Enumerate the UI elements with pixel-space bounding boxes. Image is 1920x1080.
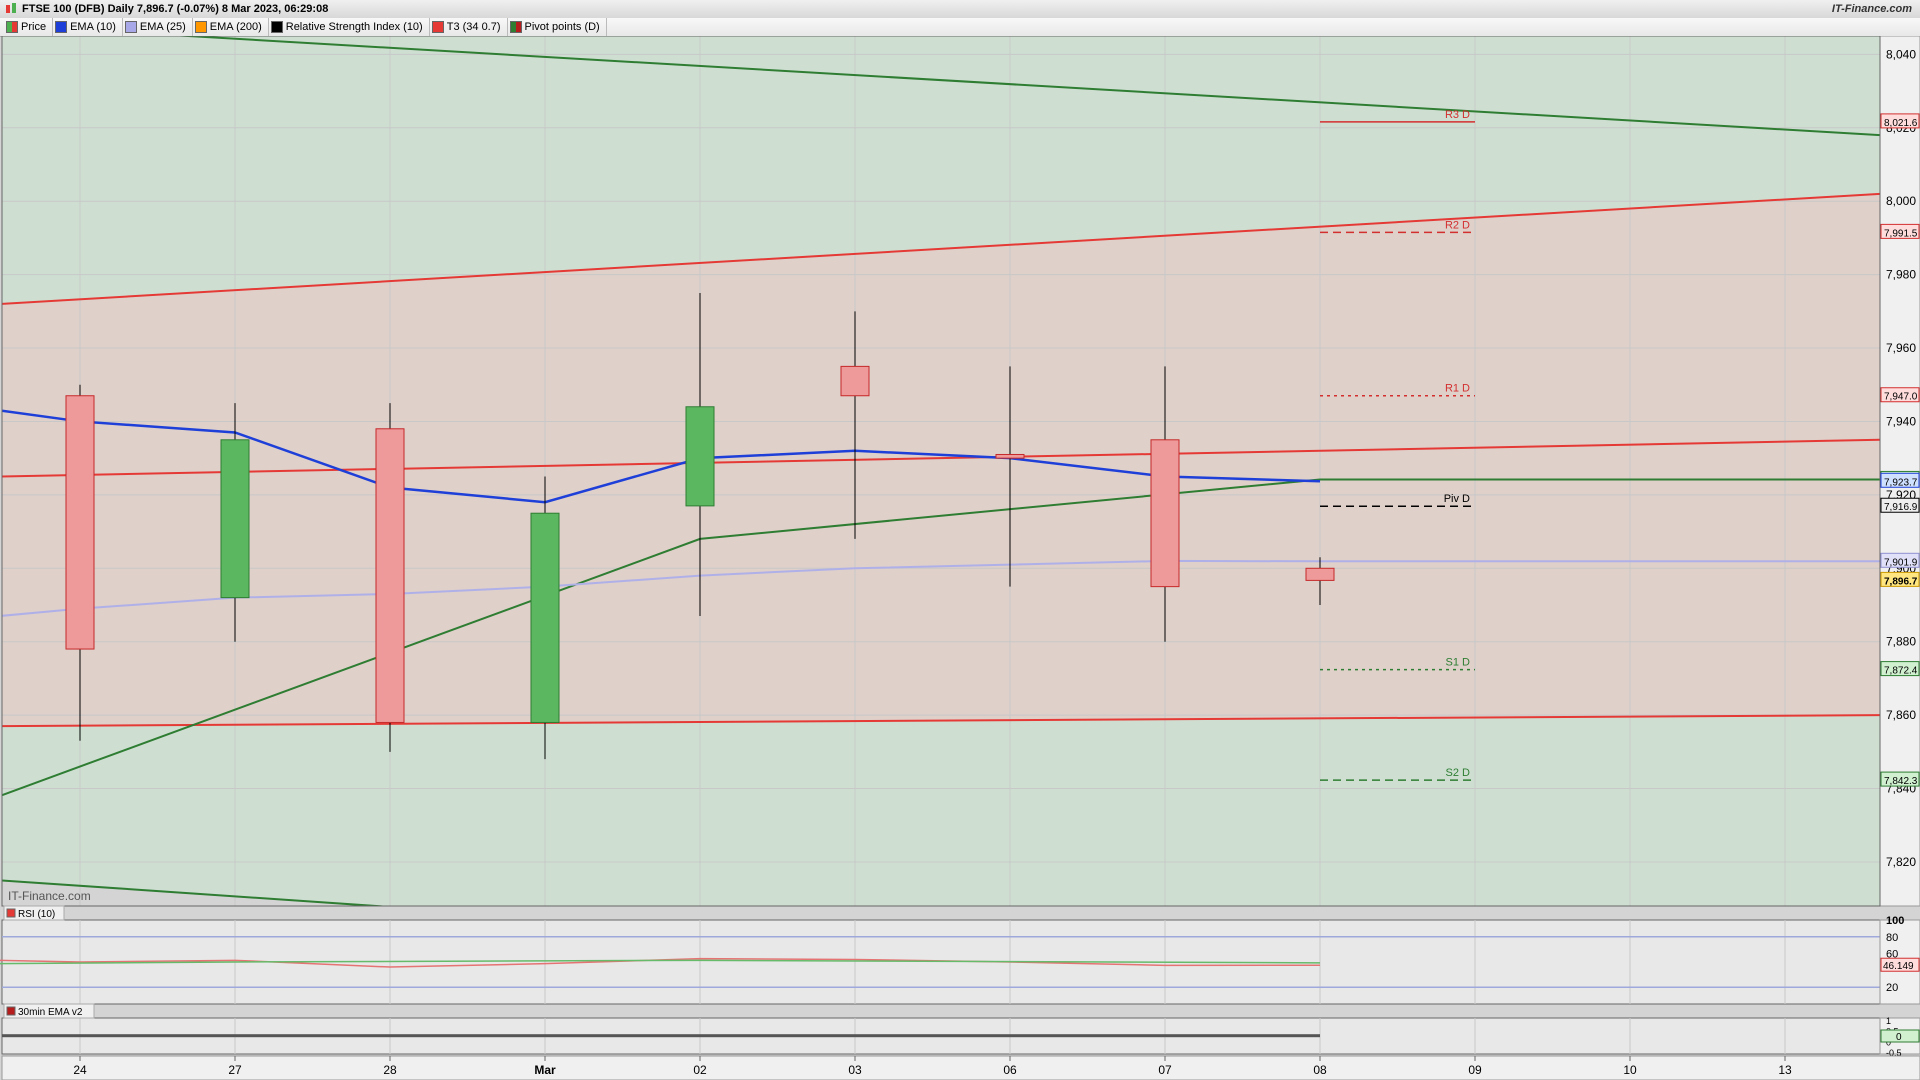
price-tag: 7,947.0 — [1884, 392, 1918, 403]
candle[interactable] — [376, 429, 404, 723]
price-tag: 7,923.7 — [1884, 477, 1918, 488]
chart-container[interactable]: R3 D R2 D R1 D Piv D S1 D S2 D IT-Finance.com 7… — [0, 36, 1920, 1080]
legend-item[interactable]: T3 (34 0.7) — [430, 18, 508, 36]
x-tick-label: 02 — [693, 1063, 707, 1077]
price-tag: 7,896.7 — [1884, 576, 1918, 587]
x-tick-label: 08 — [1313, 1063, 1327, 1077]
brand-label: IT-Finance.com — [1832, 3, 1912, 15]
chart-svg[interactable]: R3 D R2 D R1 D Piv D S1 D S2 D IT-Finance.com 7… — [0, 36, 1920, 1080]
main-panel: R3 D R2 D R1 D Piv D S1 D S2 D — [0, 36, 1880, 1009]
x-tick-label: 09 — [1468, 1063, 1482, 1077]
legend-label: T3 (34 0.7) — [447, 21, 501, 33]
svg-text:20: 20 — [1886, 982, 1898, 994]
svg-text:30min EMA v2: 30min EMA v2 — [18, 1007, 83, 1018]
legend-item[interactable]: EMA (25) — [123, 18, 193, 36]
legend-label: EMA (10) — [70, 21, 116, 33]
svg-text:0: 0 — [1896, 1032, 1902, 1043]
price-tag: 7,842.3 — [1884, 776, 1918, 787]
y-tick-label: 7,960 — [1886, 341, 1916, 355]
chart-title: FTSE 100 (DFB) Daily 7,896.7 (-0.07%) 8 … — [22, 3, 328, 15]
candle[interactable] — [221, 440, 249, 598]
x-tick-label: 06 — [1003, 1063, 1017, 1077]
price-tag: 8,021.6 — [1884, 118, 1918, 129]
y-tick-label: 7,940 — [1886, 414, 1916, 428]
x-tick-label: Mar — [534, 1063, 556, 1077]
legend-item[interactable]: Relative Strength Index (10) — [269, 18, 430, 36]
pivot-label: R2 D — [1445, 219, 1470, 231]
y-tick-label: 7,860 — [1886, 708, 1916, 722]
pivot-label: S2 D — [1446, 767, 1471, 779]
candle[interactable] — [66, 396, 94, 649]
svg-text:RSI (10): RSI (10) — [18, 909, 55, 920]
legend-label: EMA (25) — [140, 21, 186, 33]
price-tag: 7,872.4 — [1884, 666, 1918, 677]
pivot-label: R3 D — [1445, 109, 1470, 121]
y-tick-label: 8,040 — [1886, 47, 1916, 61]
y-tick-label: 8,000 — [1886, 194, 1916, 208]
legend-label: EMA (200) — [210, 21, 262, 33]
price-tag: 7,901.9 — [1884, 557, 1918, 568]
x-tick-label: 13 — [1778, 1063, 1792, 1077]
legend-item[interactable]: Price — [4, 18, 53, 36]
candle[interactable] — [531, 513, 559, 722]
price-tag: 7,991.5 — [1884, 228, 1918, 239]
candle[interactable] — [1306, 568, 1334, 580]
x-tick-label: 10 — [1623, 1063, 1637, 1077]
legend-label: Price — [21, 21, 46, 33]
candle-icon — [4, 2, 18, 16]
y-tick-label: 7,980 — [1886, 268, 1916, 282]
candle[interactable] — [1151, 440, 1179, 587]
svg-text:100: 100 — [1886, 915, 1904, 927]
legend-item[interactable]: Pivot points (D) — [508, 18, 607, 36]
y-tick-label: 7,880 — [1886, 635, 1916, 649]
price-tag: 7,916.9 — [1884, 502, 1918, 513]
watermark: IT-Finance.com — [8, 889, 91, 903]
svg-text:46.149: 46.149 — [1883, 961, 1914, 972]
svg-text:80: 80 — [1886, 932, 1898, 944]
x-tick-label: 07 — [1158, 1063, 1172, 1077]
x-tick-label: 27 — [228, 1063, 242, 1077]
legend-item[interactable]: EMA (10) — [53, 18, 123, 36]
legend-item[interactable]: EMA (200) — [193, 18, 269, 36]
candle[interactable] — [841, 366, 869, 395]
pivot-label: S1 D — [1446, 657, 1471, 669]
pivot-label: Piv D — [1444, 493, 1470, 505]
x-tick-label: 03 — [848, 1063, 862, 1077]
candle[interactable] — [686, 407, 714, 506]
legend-label: Pivot points (D) — [525, 21, 600, 33]
candle[interactable] — [996, 454, 1024, 458]
bottom-legend: 30min EMA v2 — [4, 1004, 94, 1018]
svg-text:1: 1 — [1886, 1016, 1891, 1026]
rsi-legend: RSI (10) — [4, 906, 64, 920]
pivot-label: R1 D — [1445, 383, 1470, 395]
title-bar: FTSE 100 (DFB) Daily 7,896.7 (-0.07%) 8 … — [0, 0, 1920, 19]
x-tick-label: 24 — [73, 1063, 87, 1077]
indicator-legend: Price EMA (10) EMA (25) EMA (200) Relative S… — [0, 18, 1920, 37]
x-tick-label: 28 — [383, 1063, 397, 1077]
y-tick-label: 7,820 — [1886, 855, 1916, 869]
legend-label: Relative Strength Index (10) — [286, 21, 423, 33]
